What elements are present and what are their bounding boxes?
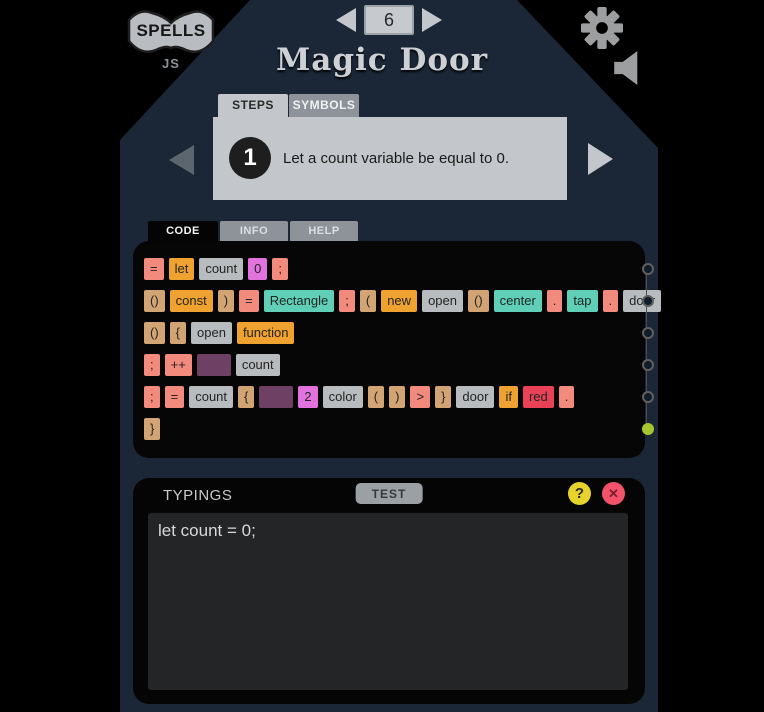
code-token-rows: = let count 0;() const) = Rectangle;(new open()… xyxy=(133,241,662,440)
code-token[interactable]: new xyxy=(381,290,418,312)
next-step-button[interactable] xyxy=(588,143,613,175)
code-token[interactable]: 0 xyxy=(248,258,268,280)
code-token[interactable]: ++ xyxy=(164,354,192,376)
typings-panel: TYPINGS TEST ? ✕ let count = 0; xyxy=(133,478,645,704)
code-row: (){open function xyxy=(144,322,634,344)
step-number-badge: 1 xyxy=(229,137,271,179)
logo-subtitle: JS xyxy=(162,56,180,71)
gear-icon xyxy=(581,7,623,49)
speaker-icon xyxy=(614,51,638,85)
code-token[interactable]: = xyxy=(164,386,185,408)
step-panel: 1 Let a count variable be equal to 0. xyxy=(213,117,567,200)
code-token[interactable]: if xyxy=(499,386,518,408)
code-token[interactable]: . xyxy=(602,290,619,312)
code-token[interactable]: ; xyxy=(144,386,160,408)
test-button[interactable]: TEST xyxy=(355,483,423,504)
tab-symbols[interactable]: SYMBOLS xyxy=(289,94,359,117)
code-token[interactable]: } xyxy=(144,418,161,440)
code-token[interactable]: 2 xyxy=(298,386,318,408)
row-marker xyxy=(642,295,654,307)
code-token[interactable]: Rectangle xyxy=(263,290,335,312)
code-token[interactable]: function xyxy=(236,322,295,344)
row-marker xyxy=(642,391,654,403)
code-token[interactable]: () xyxy=(144,322,165,344)
code-token[interactable]: count xyxy=(189,386,234,408)
code-token[interactable]: tap xyxy=(567,290,598,312)
code-row: = let count 0; xyxy=(144,258,634,280)
code-token[interactable]: count xyxy=(235,354,280,376)
code-row: ; = count{2 color() >} door if red. xyxy=(144,386,634,408)
code-token[interactable]: door xyxy=(456,386,495,408)
code-token[interactable]: { xyxy=(169,322,187,344)
code-row: ; ++ count xyxy=(144,354,634,376)
code-token[interactable]: const xyxy=(169,290,213,312)
code-token[interactable]: ( xyxy=(367,386,385,408)
code-token[interactable] xyxy=(259,386,294,408)
typings-title: TYPINGS xyxy=(163,487,233,504)
code-token[interactable]: () xyxy=(467,290,489,312)
app-logo[interactable]: SPELLS JS xyxy=(124,5,218,71)
spells-logo-icon: SPELLS xyxy=(127,10,215,53)
row-marker xyxy=(642,359,654,371)
logo-title: SPELLS xyxy=(136,21,205,40)
code-token[interactable]: count xyxy=(199,258,244,280)
code-token[interactable]: ( xyxy=(359,290,377,312)
settings-button[interactable] xyxy=(581,7,623,49)
page-title: Magic Door xyxy=(275,42,489,78)
code-token[interactable]: = xyxy=(239,290,259,312)
row-marker xyxy=(642,263,654,275)
tab-info[interactable]: INFO xyxy=(220,221,288,241)
prev-level-button[interactable] xyxy=(336,8,356,32)
volume-button[interactable] xyxy=(611,51,649,85)
code-token[interactable] xyxy=(196,354,231,376)
help-button[interactable]: ? xyxy=(568,482,591,505)
code-token[interactable]: } xyxy=(435,386,452,408)
code-input[interactable]: let count = 0; xyxy=(148,513,628,690)
row-marker-line xyxy=(646,269,647,429)
code-token[interactable]: ) xyxy=(217,290,235,312)
tab-code[interactable]: CODE xyxy=(148,221,218,241)
close-button[interactable]: ✕ xyxy=(602,482,625,505)
tab-help[interactable]: HELP xyxy=(290,221,358,241)
row-marker-rail xyxy=(642,263,654,455)
code-token[interactable]: > xyxy=(410,386,431,408)
level-nav: 6 xyxy=(336,0,448,40)
code-row: } xyxy=(144,418,634,440)
code-token[interactable]: red xyxy=(522,386,554,408)
row-marker xyxy=(642,423,654,435)
code-token[interactable]: center xyxy=(493,290,542,312)
code-token[interactable]: open xyxy=(191,322,232,344)
code-token[interactable]: color xyxy=(322,386,363,408)
row-marker xyxy=(642,327,654,339)
code-token[interactable]: . xyxy=(546,290,563,312)
code-token[interactable]: ; xyxy=(144,354,160,376)
code-token[interactable]: ; xyxy=(339,290,355,312)
tab-steps[interactable]: STEPS xyxy=(218,94,288,117)
level-number: 6 xyxy=(364,5,414,35)
code-token[interactable]: . xyxy=(558,386,575,408)
code-row: () const) = Rectangle;(new open() center. tap.… xyxy=(144,290,662,312)
step-instruction: Let a count variable be equal to 0. xyxy=(283,150,509,167)
code-token[interactable]: ) xyxy=(389,386,406,408)
code-token[interactable]: { xyxy=(238,386,255,408)
code-token[interactable]: () xyxy=(144,290,165,312)
next-level-button[interactable] xyxy=(422,8,442,32)
code-token[interactable]: = xyxy=(144,258,164,280)
code-panel: = let count 0;() const) = Rectangle;(new open()… xyxy=(133,241,662,458)
code-token[interactable]: open xyxy=(422,290,463,312)
prev-step-button[interactable] xyxy=(169,145,194,175)
code-token[interactable]: ; xyxy=(272,258,288,280)
code-token[interactable]: let xyxy=(168,258,195,280)
